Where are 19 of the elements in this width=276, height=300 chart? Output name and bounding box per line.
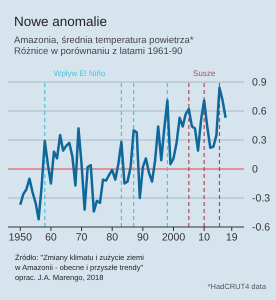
y-tick-label: 0.6 xyxy=(252,106,267,118)
chart-title: Nowe anomalie xyxy=(14,14,108,29)
x-tick-label: 1950 xyxy=(8,231,32,244)
ref-line-label: Susze xyxy=(193,69,216,78)
x-tick-label: 19 xyxy=(226,231,238,244)
y-tick-label: 0.3 xyxy=(252,134,267,147)
line-series xyxy=(19,86,227,221)
y-tick-label: -0.3 xyxy=(252,192,270,205)
y-tick-label: -0.6 xyxy=(252,222,270,234)
ref-line-label: Wpływ El Niño xyxy=(54,69,106,78)
x-tick-label: 80 xyxy=(106,231,118,244)
x-tick-label: 60 xyxy=(45,231,57,244)
chart-subtitle: Amazonia, średnia temperatura powietrza* Różnice w porównaniu z latami 1961-90 xyxy=(14,35,194,57)
x-tick-label: 10 xyxy=(198,231,210,244)
y-tick-label: 0.9 xyxy=(252,76,267,89)
y-tick-label: 0 xyxy=(252,164,258,176)
x-tick-label: 90 xyxy=(137,231,149,244)
x-tick-label: 70 xyxy=(76,231,88,244)
x-tick-label: 2000 xyxy=(162,231,186,244)
